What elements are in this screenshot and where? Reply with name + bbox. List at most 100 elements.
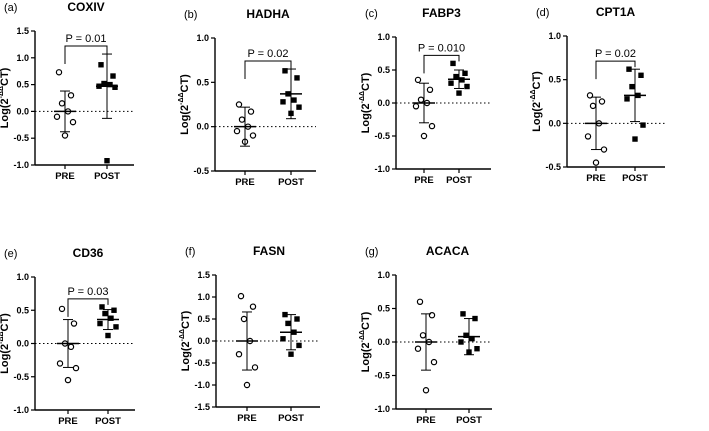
- data-point: [419, 332, 427, 339]
- y-axis-label-base: Log(2: [0, 98, 11, 128]
- data-point: [294, 316, 300, 322]
- data-point: [592, 159, 600, 166]
- data-point: [56, 360, 64, 367]
- panel-label: (c): [365, 8, 378, 20]
- y-tick-label: -0.5: [194, 358, 210, 368]
- series-post: [97, 304, 119, 339]
- x-tick-label-pre: PRE: [55, 171, 75, 182]
- data-point: [450, 60, 456, 67]
- x-tick-label-post: POST: [94, 171, 120, 182]
- chart-title: COXIV: [67, 0, 104, 14]
- y-tick-label: 0.5: [16, 80, 29, 90]
- significance-bracket: [595, 60, 636, 80]
- y-tick-label: -1.0: [194, 380, 210, 390]
- data-point: [97, 320, 103, 327]
- data-point: [464, 83, 470, 90]
- y-axis-label-tail: CT): [179, 74, 191, 93]
- data-point: [453, 73, 459, 80]
- x-tick-label-pre: PRE: [237, 413, 257, 424]
- data-point: [463, 332, 469, 338]
- data-point: [72, 364, 80, 372]
- y-tick-label: -0.5: [374, 131, 390, 141]
- chart-title: CD36: [73, 246, 104, 260]
- y-tick-label: 1.0: [196, 33, 209, 43]
- data-point: [412, 103, 420, 110]
- data-point: [460, 311, 466, 317]
- y-axis-label-tail: CT): [0, 67, 11, 86]
- data-point: [632, 136, 638, 142]
- data-point: [235, 351, 243, 358]
- chart-title: HADHA: [246, 7, 290, 21]
- data-point: [233, 127, 241, 135]
- y-tick-label: 1.5: [16, 26, 29, 36]
- y-axis-label-superscript: -ΔΔ: [359, 91, 366, 103]
- y-axis-label: Log(2-ΔΔCT): [179, 310, 192, 371]
- y-axis-label: Log(2-ΔΔCT): [0, 313, 11, 374]
- y-axis-label-base: Log(2: [0, 344, 11, 374]
- data-point: [58, 100, 66, 107]
- y-tick-label: 0.5: [196, 77, 209, 87]
- data-point: [98, 62, 104, 68]
- data-point: [474, 346, 480, 352]
- x-tick-label-pre: PRE: [586, 173, 606, 184]
- data-point: [624, 96, 630, 102]
- data-point: [638, 72, 644, 78]
- data-point: [584, 133, 592, 140]
- y-axis-label-tail: CT): [531, 71, 543, 90]
- panel-label: (f): [185, 246, 195, 258]
- y-axis-label: Log(2-ΔΔCT): [359, 311, 372, 372]
- panel-label: (e): [4, 248, 17, 260]
- y-axis-label-superscript: -ΔΔ: [0, 331, 5, 343]
- data-point: [67, 343, 75, 351]
- data-point: [58, 305, 66, 313]
- y-tick-label: 0.5: [16, 305, 29, 315]
- series-post: [280, 68, 302, 120]
- data-point: [282, 311, 288, 318]
- significance-bracket: [423, 54, 460, 74]
- data-point: [600, 146, 608, 153]
- data-point: [243, 381, 251, 389]
- panel-fasn: (f) FASN Log(2-ΔΔCT) -1.5 -1.0 -0.5 0.0 0.5 1.0 1…: [179, 244, 320, 424]
- data-point: [101, 80, 107, 87]
- y-tick-label: 0.5: [548, 75, 561, 85]
- y-tick-label: -0.5: [13, 133, 29, 143]
- y-tick-label: 1.0: [377, 270, 390, 280]
- y-axis-label-tail: CT): [360, 72, 372, 91]
- y-axis-label: Log(2-ΔΔCT): [359, 72, 372, 133]
- y-axis-label-superscript: -ΔΔ: [0, 86, 5, 98]
- data-point: [420, 132, 428, 140]
- y-tick-label: -0.5: [13, 372, 29, 382]
- data-point: [69, 118, 77, 126]
- y-tick-label: 1.5: [197, 270, 210, 280]
- data-point: [285, 320, 291, 327]
- data-point: [291, 97, 297, 103]
- data-point: [417, 96, 425, 103]
- series-pre: [584, 92, 608, 166]
- data-point: [70, 320, 78, 327]
- data-point: [589, 102, 597, 110]
- data-point: [456, 90, 462, 96]
- data-point: [414, 76, 422, 84]
- series-post: [280, 311, 302, 357]
- data-point: [111, 307, 117, 313]
- x-tick-label-pre: PRE: [235, 177, 255, 188]
- data-point: [64, 376, 72, 384]
- chart-title: CPT1A: [596, 5, 636, 19]
- y-tick-label: 1.0: [197, 292, 210, 302]
- data-point: [414, 345, 422, 352]
- y-tick-label: 1.0: [16, 272, 29, 282]
- data-point: [99, 304, 105, 310]
- y-tick-label: -0.5: [193, 166, 209, 176]
- p-value-label: P = 0.02: [247, 48, 288, 60]
- data-point: [428, 122, 436, 130]
- data-point: [235, 101, 243, 108]
- data-point: [67, 92, 75, 99]
- data-point: [472, 315, 478, 322]
- y-axis-label-tail: CT): [0, 313, 11, 332]
- data-point: [53, 113, 61, 120]
- data-point: [55, 69, 63, 76]
- y-axis-label-tail: CT): [180, 310, 192, 329]
- y-axis-label-base: Log(2: [360, 342, 372, 372]
- chart-title: FABP3: [422, 6, 461, 20]
